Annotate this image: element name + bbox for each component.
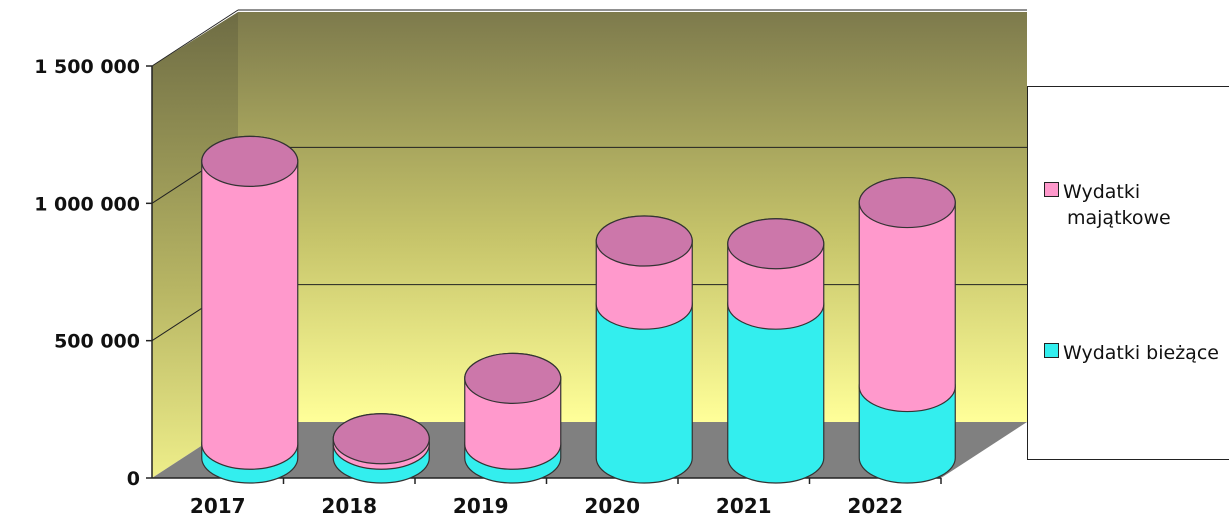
y-tick-label: 500 000 — [54, 331, 140, 353]
bar-top-cap-2020 — [595, 215, 693, 267]
y-tick-label: 1 500 000 — [34, 56, 140, 78]
bar-top-cap-2021 — [727, 218, 825, 270]
bar-top-cap-2022 — [858, 176, 956, 229]
bar-top-cap-2017 — [201, 135, 299, 187]
legend-label-biezace: Wydatki bieżące — [1063, 342, 1219, 364]
legend-label-majatkowe: Wydatki majątkowe — [1063, 179, 1171, 231]
x-tick-label: 2020 — [584, 494, 640, 518]
bar-top-cap-2019 — [464, 352, 562, 404]
x-tick-label: 2018 — [321, 494, 377, 518]
x-tick-label: 2022 — [847, 494, 903, 518]
bars — [201, 135, 956, 484]
x-tick-label: 2017 — [190, 494, 246, 518]
x-axis-ticks: 2017 2018 2019 2020 2021 2022 — [190, 478, 942, 518]
bar-group-2020 — [595, 215, 693, 484]
bar-group-2022 — [858, 176, 956, 484]
gridline-diag — [151, 9, 239, 67]
legend-label-majatkowe-line2: majątkowe — [1067, 207, 1171, 229]
x-tick-label: 2021 — [716, 494, 772, 518]
bar-top-cap-2018 — [332, 413, 430, 465]
legend-label-majatkowe-line1: Wydatki — [1063, 181, 1141, 203]
bar-group-2018 — [332, 413, 430, 484]
bar-group-2017 — [201, 135, 299, 484]
bar-group-2021 — [727, 218, 825, 484]
y-tick-label: 0 — [127, 468, 140, 490]
y-tick-label: 1 000 000 — [34, 193, 140, 215]
legend-swatch-majatkowe — [1044, 182, 1059, 197]
bar-group-2019 — [464, 352, 562, 484]
legend-swatch-biezace — [1044, 343, 1059, 358]
y-axis-ticks: 0 500 000 1 000 000 1 500 000 — [34, 56, 152, 490]
legend: Wydatki majątkowe Wydatki bieżące — [1027, 86, 1229, 460]
x-tick-label: 2019 — [453, 494, 509, 518]
